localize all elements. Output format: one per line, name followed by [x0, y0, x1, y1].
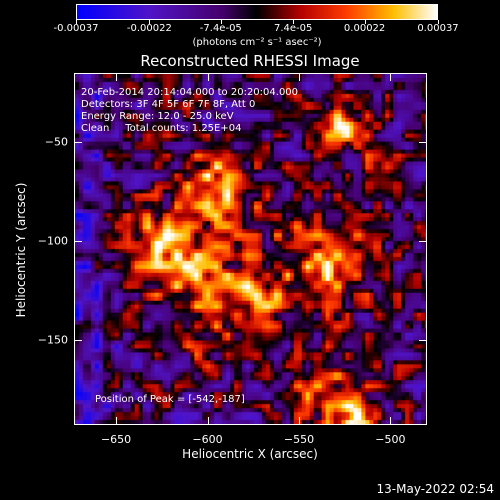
x-tick-mark [116, 417, 118, 425]
x-tick-label: −500 [375, 433, 406, 446]
colorbar-tick [220, 20, 222, 24]
colorbar-tick-label: -0.00022 [126, 23, 172, 34]
x-tick-mark [298, 417, 300, 425]
colorbar-tick-label: -0.00037 [53, 23, 99, 34]
x-tick-label: −550 [283, 433, 315, 446]
x-tick-label: −600 [192, 433, 223, 446]
colorbar-tick [438, 20, 439, 24]
y-axis-label: Heliocentric Y (arcsec) [14, 182, 28, 318]
x-tick-mark-top [390, 73, 392, 81]
colorbar-tick-label: 0.00037 [417, 23, 459, 34]
x-axis-label: Heliocentric X (arcsec) [182, 447, 318, 461]
y-tick-mark-right [419, 142, 427, 144]
colorbar [76, 4, 438, 20]
info-detectors: Detectors: 3F 4F 5F 6F 7F 8F, Att 0 [81, 99, 256, 110]
x-tick-mark [390, 417, 392, 425]
info-energy-range: Energy Range: 12.0 - 25.0 keV [81, 111, 234, 122]
y-tick-label: −50 [44, 135, 68, 149]
y-tick-mark [74, 142, 82, 144]
x-tick-mark-top [116, 73, 118, 81]
colorbar-tick [364, 20, 366, 24]
colorbar-tick [76, 20, 77, 24]
x-tick-mark-top [298, 73, 300, 81]
colorbar-units-label: (photons cm⁻² s⁻¹ asec⁻²) [192, 37, 322, 48]
peak-position-label: Position of Peak = [-542,-187] [95, 394, 245, 405]
y-tick-label: −150 [37, 333, 68, 347]
info-clean-counts: Clean Total counts: 1.25E+04 [81, 123, 242, 134]
y-tick-mark-right [419, 241, 427, 243]
y-tick-mark-right [419, 339, 427, 341]
colorbar-tick [149, 20, 151, 24]
plot-area: 20-Feb-2014 20:14:04.000 to 20:20:04.000… [74, 73, 427, 425]
colorbar-tick-label: 0.00022 [343, 23, 386, 34]
colorbar-tick-label: 7.4e-05 [273, 23, 313, 34]
y-tick-label: −100 [37, 234, 68, 248]
x-tick-label: −650 [100, 433, 132, 446]
colorbar-tick-label: -7.4e-05 [199, 23, 242, 34]
info-time-range: 20-Feb-2014 20:14:04.000 to 20:20:04.000 [81, 87, 299, 98]
x-tick-mark [207, 417, 209, 425]
x-tick-mark-top [207, 73, 209, 81]
y-tick-mark [74, 241, 82, 243]
timestamp: 13-May-2022 02:54 [376, 482, 494, 496]
colorbar-tick [293, 20, 295, 24]
heatmap-image [75, 74, 426, 424]
y-tick-mark [74, 339, 82, 341]
image-title: Reconstructed RHESSI Image [140, 52, 360, 70]
